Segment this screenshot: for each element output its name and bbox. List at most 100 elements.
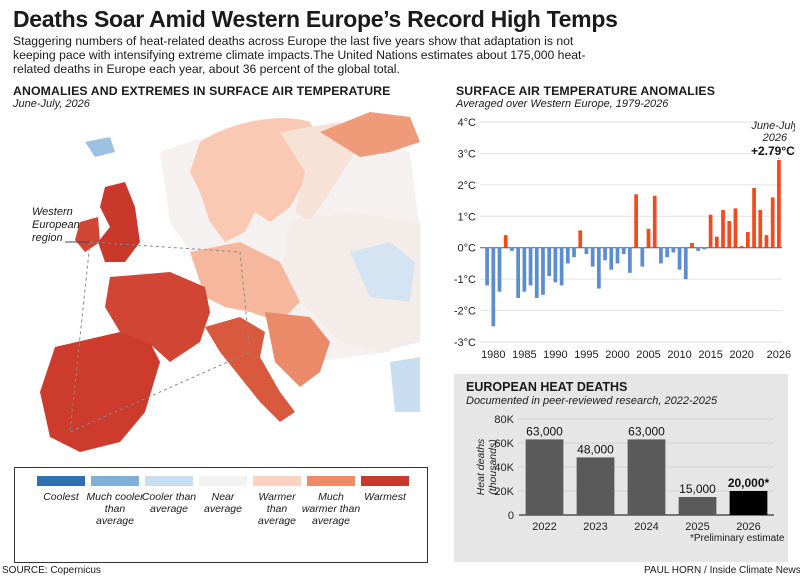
legend-swatch — [253, 476, 301, 486]
anomaly-bar — [565, 247, 570, 264]
y-tick-label: 4°C — [458, 117, 477, 129]
map-subtitle: June-July, 2026 — [13, 98, 90, 110]
deaths-bar — [729, 491, 768, 515]
y-axis-label: (thousands) — [487, 439, 499, 494]
anomaly-bar — [541, 247, 545, 295]
legend-label: Much cooler than average — [86, 491, 144, 527]
anomaly-bar — [609, 247, 614, 270]
legend-swatch — [361, 476, 409, 486]
y-tick-label: 20K — [494, 486, 514, 498]
legend-item: Near average — [199, 476, 247, 515]
anomaly-bar — [634, 194, 638, 248]
legend-swatch — [199, 476, 247, 486]
anomaly-bar — [752, 188, 756, 248]
anomaly-bar — [696, 247, 701, 251]
deaths-footnote: *Preliminary estimate — [690, 533, 785, 544]
anomaly-bar — [733, 208, 738, 248]
legend-label: Warmer than average — [258, 491, 296, 527]
callout-line: region — [32, 232, 63, 244]
bar-value-label: 63,000 — [526, 424, 563, 438]
bar-value-label: 15,000 — [679, 482, 716, 496]
heat-deaths-panel — [454, 374, 788, 562]
legend-swatch — [145, 476, 193, 486]
map-legend: Coolest Much cooler than average Cooler th… — [14, 467, 428, 563]
y-tick-label: 3°C — [458, 148, 477, 160]
legend-swatch — [307, 476, 355, 486]
x-tick-label: 2023 — [583, 521, 607, 533]
deaths-chart-subtitle: Documented in peer-reviewed research, 20… — [466, 395, 718, 407]
temp-chart-title: SURFACE AIR TEMPERATURE ANOMALIES — [456, 84, 716, 98]
annotation-label: June-July — [750, 120, 795, 132]
anomaly-bar — [503, 235, 508, 248]
anomaly-bar — [510, 247, 514, 251]
x-tick-label: 1985 — [512, 349, 536, 361]
legend-item: Warmest — [361, 476, 409, 503]
legend-label: Warmest — [364, 491, 406, 503]
anomaly-bar — [553, 247, 558, 283]
legend-label: Coolest — [43, 491, 79, 503]
anomaly-bar — [702, 247, 707, 250]
x-tick-label: 2026 — [767, 349, 791, 361]
legend-item: Cooler than average — [142, 476, 196, 515]
heat-deaths-chart: 80K 60K 40K 20K 0 Heat deaths (thousands) 63,00… — [475, 414, 774, 533]
anomaly-bar — [584, 247, 589, 254]
legend-item: Coolest — [37, 476, 85, 503]
author-credit: PAUL HORN / Inside Climate News — [644, 565, 800, 576]
deaths-bar — [525, 439, 564, 515]
anomaly-bar — [590, 247, 595, 267]
anomaly-bar — [615, 247, 620, 264]
source-credit: SOURCE: Copernicus — [2, 565, 101, 576]
x-tick-label: 1980 — [481, 349, 505, 361]
x-tick-label: 2000 — [605, 349, 629, 361]
anomaly-bar — [677, 247, 682, 270]
anomaly-bar — [497, 247, 502, 292]
anomaly-bar — [646, 228, 651, 248]
y-tick-label: 1°C — [458, 211, 477, 223]
legend-label: Near average — [204, 491, 242, 515]
europe-temperature-map — [10, 112, 430, 464]
x-tick-label: 2024 — [634, 521, 658, 533]
legend-item: Much warmer than average — [302, 476, 360, 527]
anomaly-bar — [665, 247, 670, 258]
y-tick-label: 0°C — [458, 243, 477, 255]
x-tick-label: 1990 — [543, 349, 567, 361]
anomaly-bar — [758, 210, 763, 248]
anomaly-bar — [745, 232, 750, 248]
anomaly-bar — [708, 214, 713, 248]
anomaly-bar — [628, 247, 632, 273]
deaths-bar — [678, 497, 717, 515]
anomaly-bar — [764, 235, 769, 248]
anomaly-bar — [528, 247, 533, 286]
y-tick-label: -3°C — [454, 337, 476, 349]
x-tick-label: 2025 — [685, 521, 709, 533]
anomaly-bar — [714, 236, 719, 248]
anomaly-bar — [578, 230, 583, 248]
y-tick-label: 40K — [494, 462, 514, 474]
temp-chart-subtitle: Averaged over Western Europe, 1979-2026 — [456, 98, 669, 110]
y-tick-label: 0 — [508, 510, 514, 522]
anomaly-bar — [596, 247, 601, 289]
anomaly-bar — [640, 247, 645, 267]
intro-text: Staggering numbers of heat-related death… — [13, 34, 586, 76]
legend-swatch — [37, 476, 85, 486]
anomaly-bar — [690, 243, 694, 248]
x-tick-label: 2022 — [532, 521, 556, 533]
annotation-value: +2.79°C — [751, 144, 795, 158]
x-tick-label: 2015 — [698, 349, 722, 361]
bar-value-label: 63,000 — [628, 424, 665, 438]
y-tick-label: 80K — [494, 414, 514, 426]
anomaly-bar — [547, 247, 552, 276]
bar-value-label: 48,000 — [577, 442, 614, 456]
x-tick-label: 1995 — [574, 349, 598, 361]
anomaly-bar — [516, 247, 521, 298]
anomaly-bar — [522, 247, 527, 292]
y-tick-label: 2°C — [458, 180, 477, 192]
map-title: ANOMALIES AND EXTREMES IN SURFACE AIR TE… — [13, 84, 391, 98]
annotation-label: 2026 — [762, 132, 788, 144]
anomaly-bar — [659, 247, 663, 264]
legend-swatch — [91, 476, 139, 486]
anomaly-bar — [739, 246, 744, 248]
deaths-bar — [576, 457, 615, 515]
legend-item: Much cooler than average — [86, 476, 144, 527]
anomaly-bar — [727, 221, 732, 248]
